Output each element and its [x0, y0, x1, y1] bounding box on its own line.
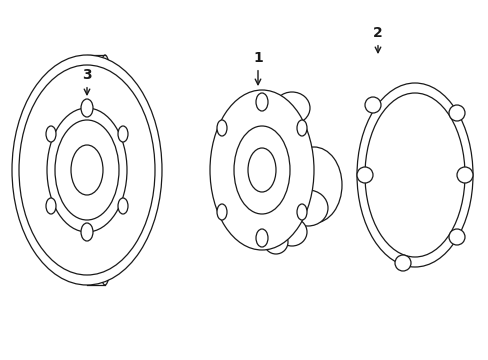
- Ellipse shape: [19, 65, 155, 275]
- Ellipse shape: [285, 147, 341, 223]
- Ellipse shape: [273, 92, 309, 124]
- Ellipse shape: [81, 99, 93, 117]
- Ellipse shape: [448, 105, 464, 121]
- Ellipse shape: [296, 204, 306, 220]
- Text: 2: 2: [372, 26, 382, 53]
- Ellipse shape: [448, 229, 464, 245]
- Ellipse shape: [55, 120, 119, 220]
- Ellipse shape: [81, 223, 93, 241]
- Ellipse shape: [47, 108, 127, 232]
- Ellipse shape: [256, 93, 267, 111]
- Ellipse shape: [118, 126, 128, 142]
- Ellipse shape: [46, 198, 56, 214]
- Ellipse shape: [71, 145, 103, 195]
- Ellipse shape: [12, 55, 162, 285]
- Text: 1: 1: [253, 51, 263, 85]
- Ellipse shape: [234, 126, 289, 214]
- Ellipse shape: [394, 255, 410, 271]
- Ellipse shape: [276, 218, 306, 246]
- Ellipse shape: [287, 190, 327, 226]
- Ellipse shape: [264, 230, 287, 254]
- Ellipse shape: [356, 167, 372, 183]
- Ellipse shape: [217, 204, 226, 220]
- Ellipse shape: [356, 83, 472, 267]
- Ellipse shape: [217, 120, 226, 136]
- Ellipse shape: [94, 55, 116, 285]
- Ellipse shape: [296, 120, 306, 136]
- Ellipse shape: [364, 93, 464, 257]
- Ellipse shape: [256, 229, 267, 247]
- Text: 3: 3: [82, 68, 92, 95]
- Ellipse shape: [456, 167, 472, 183]
- Ellipse shape: [46, 126, 56, 142]
- Ellipse shape: [209, 90, 313, 250]
- Ellipse shape: [247, 148, 275, 192]
- Ellipse shape: [364, 97, 380, 113]
- Ellipse shape: [118, 198, 128, 214]
